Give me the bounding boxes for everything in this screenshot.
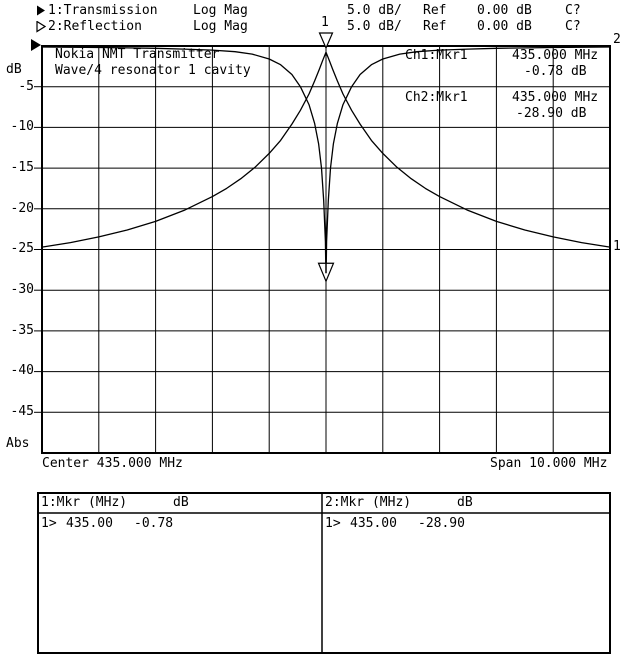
trace-markers <box>317 32 335 283</box>
marker-table-border <box>37 492 611 654</box>
y-axis-bottom-label: Abs <box>6 436 30 451</box>
trace2-format: Log Mag <box>193 19 248 34</box>
trace1-cal-status: C? <box>565 3 581 18</box>
y-tick-label: -30 <box>10 282 34 297</box>
trace1-scale: 5.0 dB/ <box>347 3 402 18</box>
ch2-marker-readout-value: -28.90 dB <box>516 106 587 121</box>
y-tick-label: -40 <box>10 363 34 378</box>
trace2-name: 2:Reflection <box>48 19 142 34</box>
y-axis-unit-label: dB <box>6 62 22 77</box>
trace2-ref-value: 0.00 dB <box>477 19 532 34</box>
mkr-table-right-header: 2:Mkr (MHz) <box>325 495 412 510</box>
mkr-table-left-row-value: -0.78 <box>134 516 174 531</box>
ch2-marker-readout-label: Ch2:Mkr1 <box>405 90 468 105</box>
trace1-ref-label: Ref <box>423 3 447 18</box>
ch1-marker-readout-value: -0.78 dB <box>524 64 587 79</box>
ch1-marker-readout-freq: 435.000 MHz <box>512 48 599 63</box>
y-tick-label: -20 <box>10 201 34 216</box>
trace1-ref-value: 0.00 dB <box>477 3 532 18</box>
trace1-active-marker-icon <box>36 5 46 17</box>
trace1-curve-label: 1 <box>613 239 621 254</box>
y-tick-label: -25 <box>10 241 34 256</box>
mkr-table-left-header: 1:Mkr (MHz) <box>41 495 128 510</box>
plot-title-line1: Nokia NMT Transmitter <box>55 47 220 62</box>
plot-title-line2: Wave/4 resonator 1 cavity <box>55 63 251 78</box>
trace1-name: 1:Transmission <box>48 3 158 18</box>
y-tick-label: -10 <box>10 119 34 134</box>
y-tick-label: -15 <box>10 160 34 175</box>
trace1-format: Log Mag <box>193 3 248 18</box>
center-frequency-label: Center 435.000 MHz <box>42 456 183 471</box>
y-tick-label: -35 <box>10 323 34 338</box>
span-frequency-label: Span 10.000 MHz <box>490 456 608 471</box>
ch2-marker-readout-freq: 435.000 MHz <box>512 90 599 105</box>
trace2-cal-status: C? <box>565 19 581 34</box>
mkr-table-right-unit: dB <box>457 495 473 510</box>
mkr-table-right-row-freq: 435.00 <box>350 516 397 531</box>
trace2-curve-label: 2 <box>613 32 621 47</box>
y-tick-label: -45 <box>10 404 34 419</box>
mkr-table-left-row-freq: 435.00 <box>66 516 113 531</box>
y-tick-label: -5 <box>18 79 34 94</box>
mkr-table-right-row-idx: 1> <box>325 516 341 531</box>
marker1-flag-label: 1 <box>321 15 329 30</box>
trace2-inactive-marker-icon <box>36 20 47 33</box>
ch1-marker-readout-label: Ch1:Mkr1 <box>405 48 468 63</box>
mkr-table-left-unit: dB <box>173 495 189 510</box>
active-channel-indicator-icon <box>31 39 41 51</box>
mkr-table-left-row-idx: 1> <box>41 516 57 531</box>
marker-table-box <box>37 492 611 654</box>
trace2-scale: 5.0 dB/ <box>347 19 402 34</box>
mkr-table-right-row-value: -28.90 <box>418 516 465 531</box>
trace2-ref-label: Ref <box>423 19 447 34</box>
